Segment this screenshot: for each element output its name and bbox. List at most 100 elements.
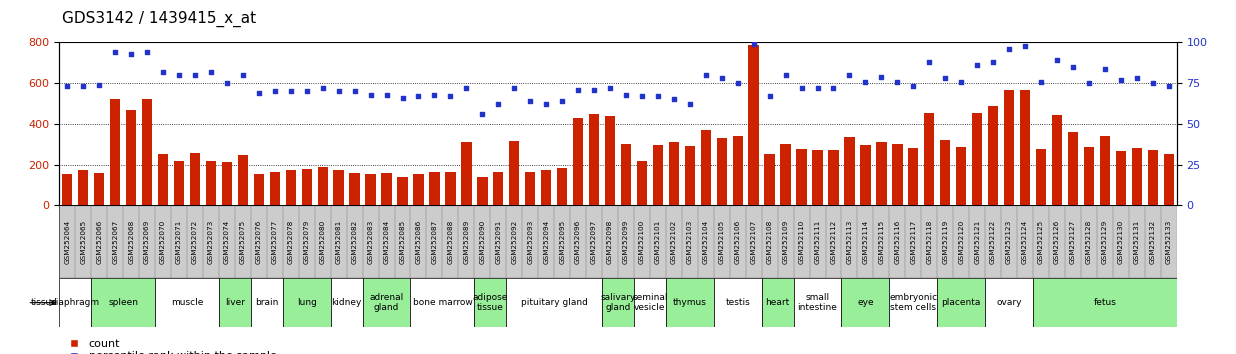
Point (760, 93, 780, 99)
Bar (713, 205, 729, 278)
Point (1111, 77, 1131, 83)
Point (520, 98, 540, 104)
Text: GSM252102: GSM252102 (671, 219, 677, 264)
Bar (810, 205, 826, 278)
Bar (666, 278, 713, 327)
Bar (253, 174, 265, 205)
Text: GSM252103: GSM252103 (687, 219, 693, 264)
Bar (283, 278, 331, 327)
Bar (251, 278, 283, 327)
Text: GSM252109: GSM252109 (782, 219, 789, 264)
Text: GSM252119: GSM252119 (942, 219, 948, 264)
Bar (299, 205, 315, 278)
Bar (331, 205, 346, 278)
Text: GSM252083: GSM252083 (367, 219, 373, 264)
Text: GSM252094: GSM252094 (543, 219, 549, 264)
Bar (283, 205, 299, 278)
Bar (669, 142, 679, 205)
Bar (190, 153, 200, 205)
Point (648, 93, 667, 99)
Legend: count, percentile rank within the sample: count, percentile rank within the sample (58, 335, 281, 354)
Text: GSM252078: GSM252078 (288, 219, 294, 264)
Point (504, 85, 524, 91)
Bar (110, 99, 120, 205)
Bar (554, 205, 570, 278)
Text: GSM252125: GSM252125 (1038, 219, 1044, 264)
Bar (937, 278, 985, 327)
Point (552, 98, 572, 104)
Bar (557, 168, 567, 205)
Bar (445, 172, 456, 205)
Text: GSM252121: GSM252121 (974, 219, 980, 264)
Bar (794, 278, 842, 327)
Text: adipose
tissue: adipose tissue (472, 293, 508, 312)
Bar (140, 205, 154, 278)
Text: GSM252130: GSM252130 (1117, 219, 1124, 264)
Bar (905, 205, 921, 278)
Bar (142, 99, 152, 205)
Point (377, 92, 397, 97)
Text: GSM252080: GSM252080 (320, 219, 326, 264)
Bar (237, 155, 248, 205)
Bar (205, 161, 216, 205)
Point (664, 97, 684, 102)
Text: GSM252084: GSM252084 (383, 219, 389, 264)
Point (1143, 80, 1163, 86)
Text: GSM252085: GSM252085 (399, 219, 405, 264)
Bar (91, 205, 108, 278)
Bar (1147, 150, 1158, 205)
Bar (269, 172, 281, 205)
Text: eye: eye (857, 298, 874, 307)
Point (680, 102, 700, 107)
Text: GSM252073: GSM252073 (208, 219, 214, 264)
Text: bone marrow: bone marrow (413, 298, 472, 307)
Bar (890, 278, 937, 327)
Point (1127, 75, 1147, 81)
Bar (267, 205, 283, 278)
Bar (637, 161, 648, 205)
Text: GSM252072: GSM252072 (192, 219, 198, 264)
Bar (620, 144, 632, 205)
Bar (701, 130, 711, 205)
Text: GSM252122: GSM252122 (990, 219, 996, 264)
Point (409, 93, 429, 99)
Bar (442, 205, 459, 278)
Bar (538, 205, 554, 278)
Point (569, 87, 588, 92)
Text: embryonic
stem cells: embryonic stem cells (889, 293, 937, 312)
Text: salivary
gland: salivary gland (601, 293, 635, 312)
Text: GSM252105: GSM252105 (719, 219, 724, 264)
Bar (844, 137, 854, 205)
Bar (174, 161, 184, 205)
Bar (126, 110, 136, 205)
Text: GSM252099: GSM252099 (623, 219, 629, 264)
Bar (892, 144, 902, 205)
Bar (1100, 136, 1110, 205)
Text: GSM252101: GSM252101 (655, 219, 661, 264)
Bar (602, 205, 618, 278)
Bar (717, 138, 727, 205)
Point (153, 69, 173, 75)
Text: GSM252123: GSM252123 (1006, 219, 1012, 264)
Text: GSM252091: GSM252091 (496, 219, 502, 264)
Point (871, 74, 891, 80)
Point (728, 80, 748, 86)
Bar (953, 205, 969, 278)
Bar (653, 145, 662, 205)
Text: GDS3142 / 1439415_x_at: GDS3142 / 1439415_x_at (62, 11, 256, 27)
Bar (682, 205, 698, 278)
Bar (219, 278, 251, 327)
Bar (362, 278, 410, 327)
Bar (108, 205, 124, 278)
Point (744, 41, 764, 47)
Bar (346, 205, 362, 278)
Bar (171, 205, 187, 278)
Text: seminal
vesicle: seminal vesicle (632, 293, 667, 312)
Point (73, 84, 93, 89)
Point (936, 75, 955, 81)
Bar (685, 146, 695, 205)
Bar (94, 173, 104, 205)
Text: GSM252108: GSM252108 (766, 219, 772, 264)
Bar (1020, 90, 1031, 205)
Bar (842, 278, 890, 327)
